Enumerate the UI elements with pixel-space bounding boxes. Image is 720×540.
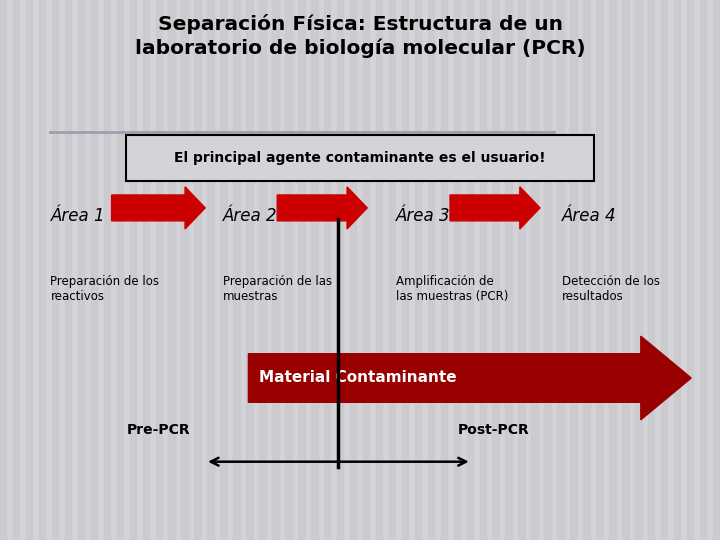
FancyArrow shape — [277, 187, 367, 229]
Bar — [117, 0, 123, 540]
FancyArrow shape — [248, 336, 691, 420]
Bar — [104, 0, 110, 540]
Bar — [389, 0, 395, 540]
Text: Área 2: Área 2 — [223, 207, 278, 225]
Bar — [402, 0, 408, 540]
Bar — [505, 0, 512, 540]
Text: El principal agente contaminante es el usuario!: El principal agente contaminante es el u… — [174, 151, 546, 165]
Bar — [674, 0, 680, 540]
Bar — [311, 0, 318, 540]
Text: Detección de los
resultados: Detección de los resultados — [562, 275, 660, 303]
FancyArrow shape — [112, 187, 205, 229]
Bar — [596, 0, 603, 540]
Bar — [700, 0, 706, 540]
Bar — [324, 0, 330, 540]
Bar — [713, 0, 719, 540]
Bar — [648, 0, 654, 540]
Bar — [285, 0, 292, 540]
FancyArrow shape — [450, 187, 540, 229]
Bar — [52, 0, 58, 540]
Bar — [480, 0, 486, 540]
Bar — [570, 0, 577, 540]
Bar — [246, 0, 253, 540]
Text: Amplificación de
las muestras (PCR): Amplificación de las muestras (PCR) — [396, 275, 508, 303]
Bar — [518, 0, 525, 540]
Bar — [233, 0, 240, 540]
Bar — [415, 0, 421, 540]
Bar — [635, 0, 642, 540]
Bar — [26, 0, 32, 540]
Bar — [181, 0, 188, 540]
Text: Material Contaminante: Material Contaminante — [259, 370, 456, 386]
Bar — [39, 0, 45, 540]
Bar — [91, 0, 97, 540]
Bar — [272, 0, 279, 540]
Text: Post-PCR: Post-PCR — [457, 423, 529, 437]
Bar — [583, 0, 590, 540]
Bar — [557, 0, 564, 540]
Text: Área 1: Área 1 — [50, 207, 105, 225]
Bar — [622, 0, 629, 540]
Bar — [130, 0, 136, 540]
Bar — [531, 0, 538, 540]
Bar — [609, 0, 616, 540]
Bar — [454, 0, 460, 540]
Text: Preparación de los
reactivos: Preparación de los reactivos — [50, 275, 159, 303]
Bar — [298, 0, 305, 540]
Bar — [363, 0, 369, 540]
Bar — [428, 0, 434, 540]
Bar — [65, 0, 71, 540]
Bar — [143, 0, 149, 540]
Bar — [78, 0, 84, 540]
Bar — [544, 0, 551, 540]
Text: Preparación de las
muestras: Preparación de las muestras — [223, 275, 333, 303]
Bar — [259, 0, 266, 540]
Bar — [687, 0, 693, 540]
Bar — [376, 0, 382, 540]
Text: Área 3: Área 3 — [396, 207, 451, 225]
Bar — [661, 0, 667, 540]
Bar — [168, 0, 175, 540]
Bar — [492, 0, 499, 540]
Bar — [350, 0, 356, 540]
Bar — [220, 0, 227, 540]
Bar — [156, 0, 162, 540]
Bar — [0, 0, 6, 540]
Bar — [467, 0, 473, 540]
Bar — [441, 0, 447, 540]
Bar — [207, 0, 214, 540]
Text: Pre-PCR: Pre-PCR — [127, 423, 190, 437]
FancyBboxPatch shape — [126, 135, 594, 181]
Bar — [194, 0, 201, 540]
Text: Área 4: Área 4 — [562, 207, 616, 225]
Bar — [337, 0, 343, 540]
Bar — [13, 0, 19, 540]
Text: Separación Física: Estructura de un
laboratorio de biología molecular (PCR): Separación Física: Estructura de un labo… — [135, 14, 585, 58]
